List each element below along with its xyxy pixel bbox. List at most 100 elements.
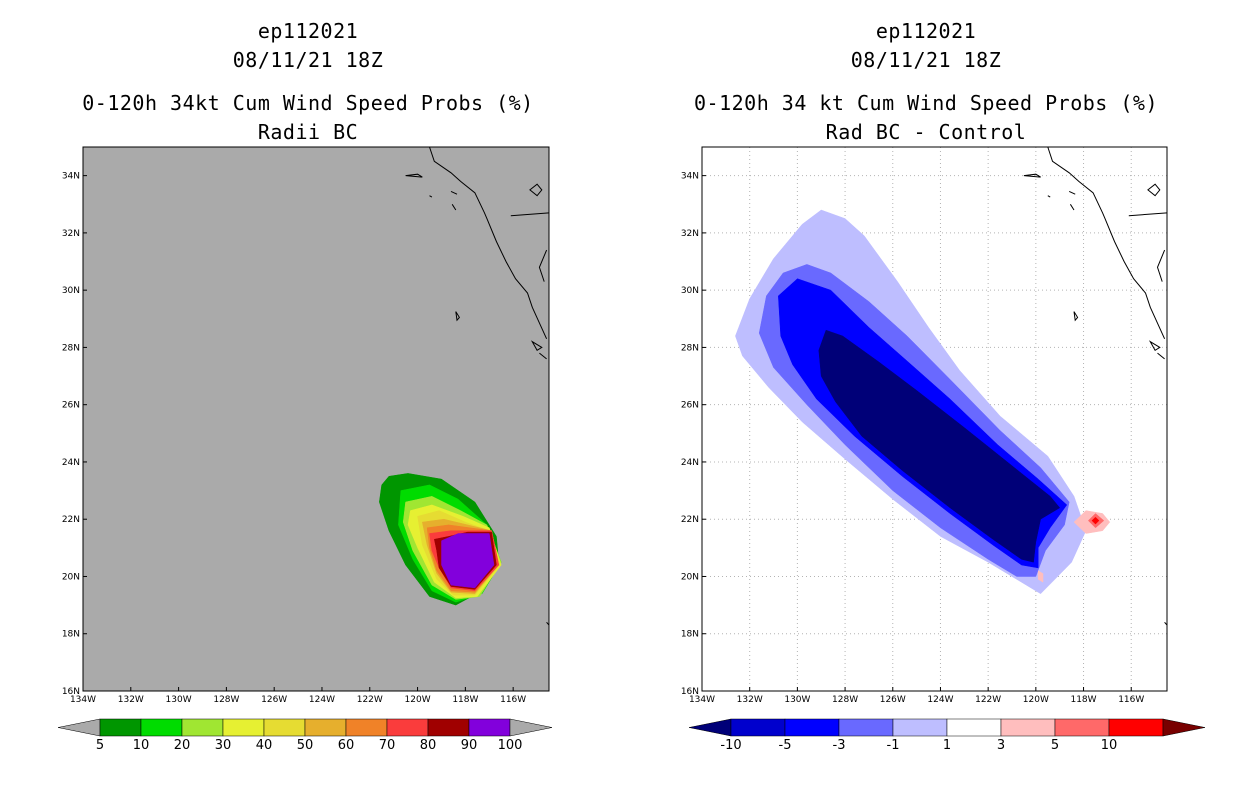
right-island (1023, 173, 1041, 178)
right-colorbar-label: -5 (779, 738, 792, 753)
right-title-date: 08/11/21 18Z (850, 48, 1002, 72)
right-y-tick-label: 24N (681, 458, 699, 468)
right-y-tick-label: 16N (681, 687, 699, 697)
right-map-frame (701, 146, 1168, 692)
left-y-tick-label: 16N (62, 687, 80, 697)
left-island (450, 190, 458, 195)
left-y-tick-label: 28N (62, 343, 80, 353)
right-title-product: 0-120h 34 kt Cum Wind Speed Probs (%) (693, 91, 1159, 115)
left-colorbar-label: 10 (133, 738, 150, 753)
left-colorbar-cell (345, 718, 388, 737)
left-colorbar-cell (386, 718, 429, 737)
left-colorbar-cell (222, 718, 265, 737)
left-x-tick-label: 118W (452, 695, 478, 705)
right-contour-minus10 (818, 329, 1060, 563)
right-colorbar-cell (1108, 718, 1164, 737)
right-contour-1 (1037, 570, 1044, 583)
right-colorbar-cell (946, 718, 1002, 737)
left-x-tick-label: 132W (118, 695, 144, 705)
left-title-product: 0-120h 34kt Cum Wind Speed Probs (%) (82, 91, 534, 115)
left-x-tick-label: 128W (213, 695, 239, 705)
left-coastline (429, 146, 548, 340)
right-title-subtitle: Rad BC - Control (825, 120, 1027, 144)
right-coastline (1128, 212, 1168, 217)
right-y-tick-label: 26N (681, 401, 699, 411)
left-colorbar-label: 5 (96, 738, 104, 753)
left-colorbar-label: 90 (461, 738, 478, 753)
left-map-frame (82, 146, 550, 692)
right-x-tick-label: 116W (1118, 695, 1144, 705)
right-island (1047, 195, 1051, 198)
right-x-tick-label: 124W (927, 695, 953, 705)
left-x-tick-label: 126W (261, 695, 287, 705)
right-colorbar-cell (730, 718, 786, 737)
right-coastline (1047, 146, 1166, 340)
left-y-tick-label: 26N (62, 401, 80, 411)
left-colorbar-label: 60 (338, 738, 355, 753)
right-island (1073, 311, 1079, 322)
right-x-tick-label: 132W (737, 695, 763, 705)
right-colorbar-cell (838, 718, 894, 737)
left-x-tick-label: 124W (309, 695, 335, 705)
left-colorbar-under-arrow (57, 718, 101, 737)
left-x-tick-label: 120W (405, 695, 431, 705)
left-island (529, 183, 543, 197)
right-x-tick-label: 126W (880, 695, 906, 705)
left-y-tick-label: 30N (62, 286, 80, 296)
left-island (455, 311, 461, 322)
right-colorbar-under-arrow (688, 718, 732, 737)
left-colorbar-label: 70 (379, 738, 396, 753)
right-y-tick-label: 20N (681, 572, 699, 582)
left-colorbar-cell (468, 718, 511, 737)
left-y-tick-label: 24N (62, 458, 80, 468)
right-island (1148, 340, 1161, 351)
right-colorbar-label: 5 (1051, 738, 1059, 753)
right-contour-5 (1091, 516, 1100, 525)
right-colorbar-label: -10 (720, 738, 741, 753)
right-colorbar-over-arrow (1162, 718, 1206, 737)
left-title-subtitle: Radii BC (257, 120, 359, 144)
left-chart-title: ep112021 08/11/21 18Z 0-120h 34kt Cum Wi… (8, 17, 608, 147)
left-island (539, 352, 547, 360)
left-colorbar-cell (304, 718, 347, 737)
left-island (405, 173, 423, 178)
right-colorbar-cell (892, 718, 948, 737)
right-x-tick-label: 134W (689, 695, 715, 705)
left-title-storm-id: ep112021 (257, 19, 359, 43)
right-y-tick-label: 22N (681, 515, 699, 525)
right-colorbar-label: -3 (833, 738, 846, 753)
right-coastline (1156, 249, 1166, 282)
right-y-tick-label: 32N (681, 229, 699, 239)
left-colorbar-cell (181, 718, 224, 737)
right-colorbar-label: 10 (1101, 738, 1118, 753)
right-y-tick-label: 34N (681, 172, 699, 182)
left-colorbar-label: 40 (256, 738, 273, 753)
right-y-tick-label: 18N (681, 630, 699, 640)
right-x-tick-label: 128W (832, 695, 858, 705)
right-x-tick-label: 130W (784, 695, 810, 705)
left-colorbar-cell (427, 718, 470, 737)
right-chart-title: ep112021 08/11/21 18Z 0-120h 34 kt Cum W… (626, 17, 1226, 147)
right-island (1068, 190, 1076, 195)
right-island (1147, 183, 1161, 197)
left-coastline (538, 249, 548, 282)
left-colorbar-cell (99, 718, 142, 737)
right-title-storm-id: ep112021 (875, 19, 977, 43)
left-colorbar-label: 30 (215, 738, 232, 753)
right-colorbar-label: 1 (943, 738, 951, 753)
left-colorbar-cell (140, 718, 183, 737)
left-colorbar-label: 20 (174, 738, 191, 753)
left-x-tick-label: 130W (166, 695, 192, 705)
left-colorbar-label: 100 (498, 738, 523, 753)
left-x-tick-label: 116W (500, 695, 526, 705)
left-y-tick-label: 34N (62, 172, 80, 182)
right-colorbar-label: -1 (887, 738, 900, 753)
right-colorbar-cell (1054, 718, 1110, 737)
left-coastline (510, 212, 550, 217)
left-y-tick-label: 32N (62, 229, 80, 239)
left-island (530, 340, 543, 351)
right-island (1157, 352, 1165, 360)
right-island (1069, 204, 1075, 211)
left-island (451, 204, 457, 211)
left-contour-90 (441, 533, 495, 589)
